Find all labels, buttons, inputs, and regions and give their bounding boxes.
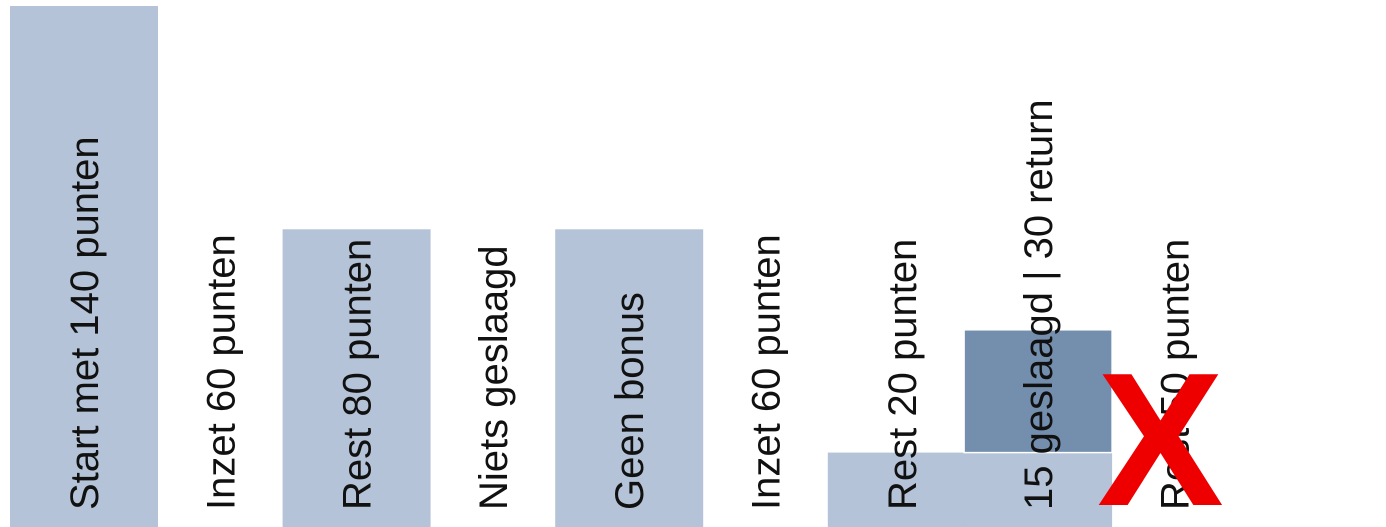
bar-label-9: Rest 50 punten [1153,239,1197,510]
bar-1-segment-1 [10,6,158,527]
bar-label-6: Inzet 60 punten [745,234,789,510]
bars-layer [10,6,1113,527]
bar-label-1: Start met 140 punten [63,136,107,510]
bar-8-segment-2 [963,329,1113,454]
bar-label-2: Inzet 60 punten [199,234,243,510]
bar-label-5: Geen bonus [608,292,652,510]
bar-5-segment-1 [555,229,704,527]
bar-7-segment-1 [827,452,976,527]
cross-mark-icon: X [1097,334,1224,527]
bar-label-7: Rest 20 punten [881,239,925,510]
cross-layer: X [1097,334,1224,527]
bar-label-8: 15 geslaagd | 30 return [1017,99,1061,510]
bar-label-3: Rest 80 punten [336,239,380,510]
bar-8-segment-1 [964,452,1113,527]
bar-3-segment-1 [282,229,431,527]
bar-label-4: Niets geslaagd [472,245,516,510]
labels-layer: Start met 140 punten Inzet 60 punten Rest … [63,99,1197,510]
